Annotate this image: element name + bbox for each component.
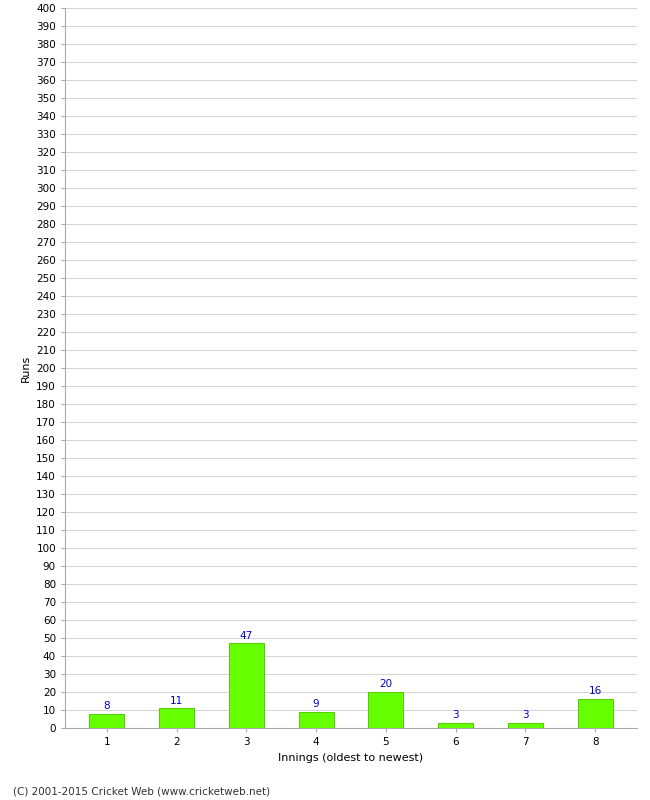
Bar (578, 699, 612, 728)
Text: 3: 3 (522, 710, 528, 720)
Text: 8: 8 (103, 701, 110, 711)
X-axis label: Innings (oldest to newest): Innings (oldest to newest) (278, 753, 424, 762)
Text: 9: 9 (313, 699, 319, 709)
Text: 3: 3 (452, 710, 459, 720)
Text: 47: 47 (240, 630, 253, 641)
Bar (369, 692, 403, 728)
Bar (90, 714, 124, 728)
Text: 20: 20 (380, 679, 393, 690)
Bar (299, 712, 333, 728)
Bar (159, 708, 194, 728)
Bar (438, 722, 473, 728)
Bar (229, 643, 264, 728)
Text: (C) 2001-2015 Cricket Web (www.cricketweb.net): (C) 2001-2015 Cricket Web (www.cricketwe… (13, 786, 270, 796)
Text: 16: 16 (588, 686, 602, 697)
Y-axis label: Runs: Runs (21, 354, 31, 382)
Text: 11: 11 (170, 695, 183, 706)
Bar (508, 722, 543, 728)
